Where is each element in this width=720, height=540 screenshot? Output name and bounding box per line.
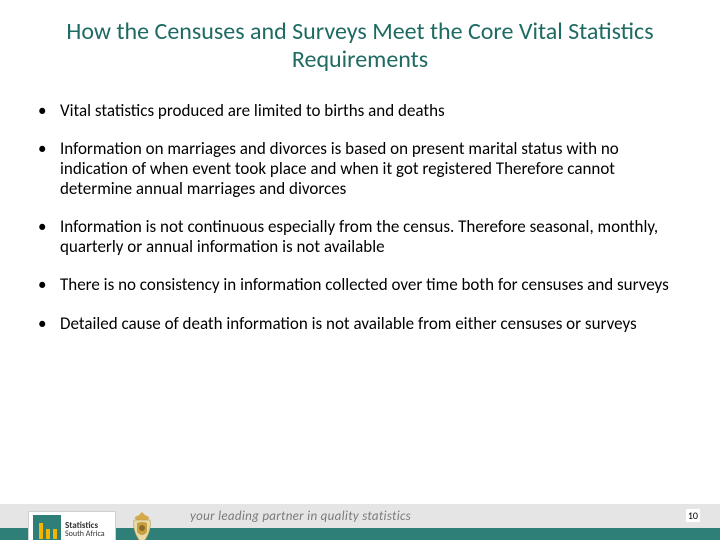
slide-footer: your leading partner in quality statisti… <box>0 500 720 540</box>
statistics-sa-logo: Statistics South Africa <box>28 511 116 540</box>
footer-logos: Statistics South Africa <box>28 510 156 540</box>
slide-title: How the Censuses and Surveys Meet the Co… <box>60 18 660 73</box>
logo-text-bottom: South Africa <box>65 529 105 539</box>
bullet-item: Information on marriages and divorces is… <box>36 139 684 199</box>
bullet-item: Vital statistics produced are limited to… <box>36 101 684 121</box>
slide: How the Censuses and Surveys Meet the Co… <box>0 18 720 540</box>
logo-chart-icon <box>33 515 61 540</box>
bullet-item: Information is not continuous especially… <box>36 217 684 257</box>
page-number: 10 <box>686 509 700 522</box>
footer-tagline: your leading partner in quality statisti… <box>190 509 411 524</box>
content-area: Vital statistics produced are limited to… <box>0 73 720 333</box>
logo-text: Statistics South Africa <box>65 521 105 538</box>
bullet-item: Detailed cause of death information is n… <box>36 314 684 334</box>
bullet-item: There is no consistency in information c… <box>36 275 684 295</box>
coat-of-arms-icon <box>128 510 156 540</box>
bullet-list: Vital statistics produced are limited to… <box>36 101 684 333</box>
